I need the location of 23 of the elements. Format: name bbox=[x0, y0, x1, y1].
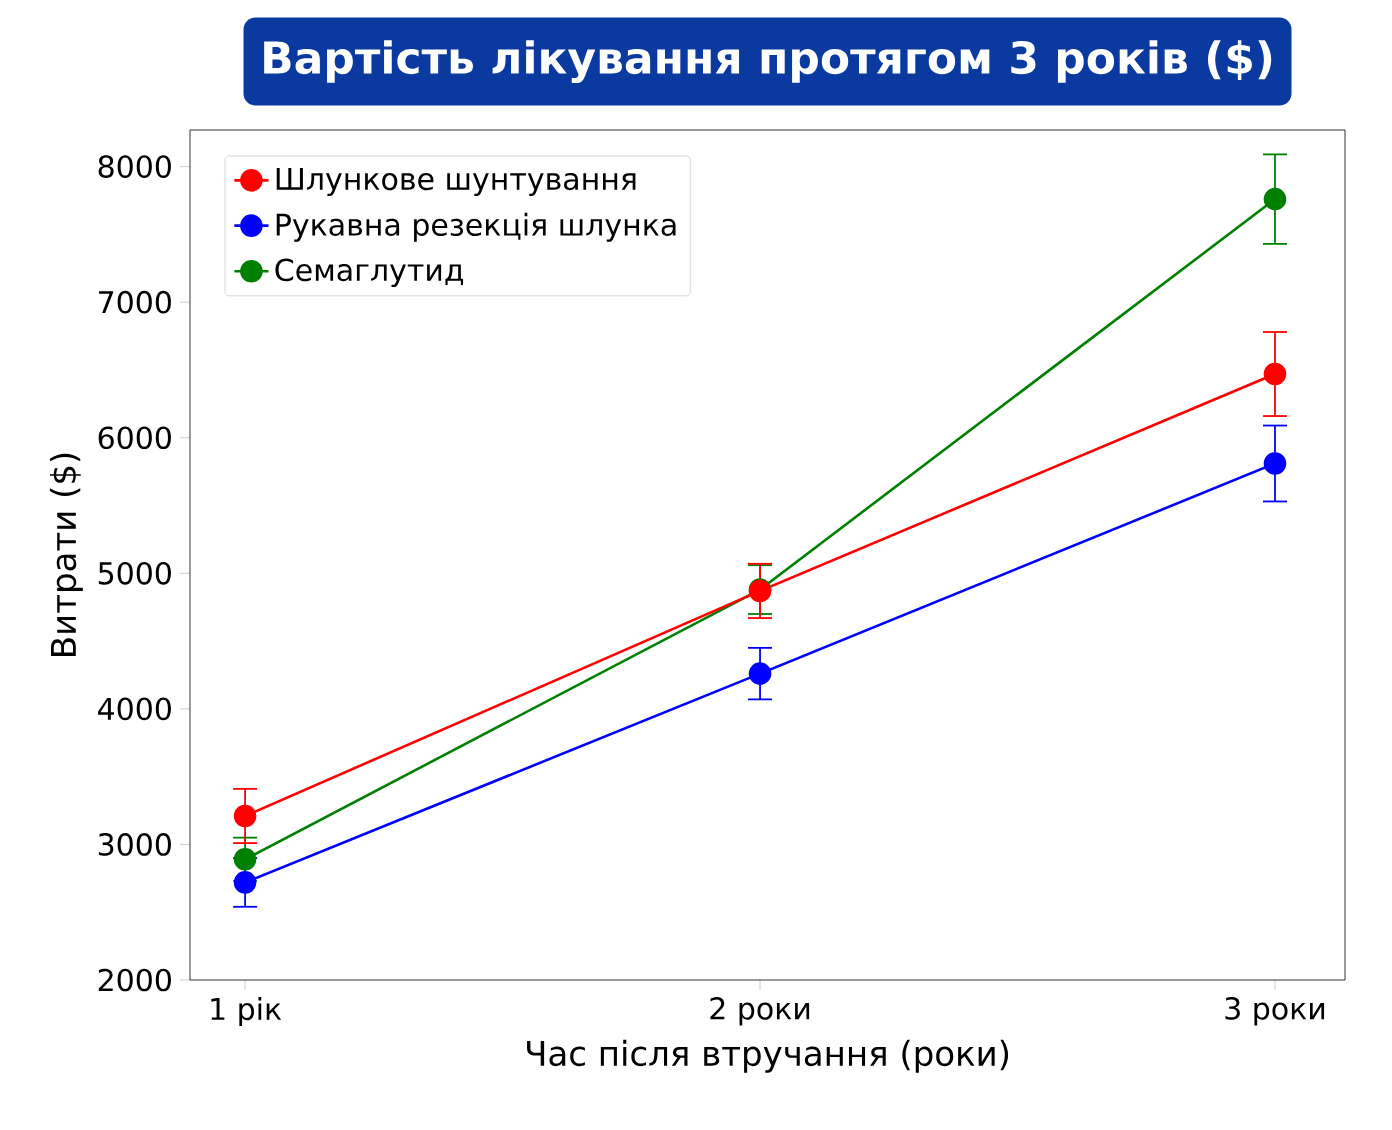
legend-label: Семаглутид bbox=[275, 258, 464, 288]
y-tick-label: 7000 bbox=[99, 290, 171, 314]
legend-label: Рукавна резекція шлунка bbox=[276, 212, 676, 242]
x-axis-title: Час після втручання (роки) bbox=[527, 1039, 1009, 1073]
y-tick-label: 3000 bbox=[98, 833, 171, 856]
legend-label: Шлункове шунтування bbox=[276, 167, 636, 197]
point bbox=[233, 804, 257, 828]
x-tick-label: 2 роки bbox=[710, 997, 810, 1026]
point bbox=[748, 662, 772, 685]
y-axis-title: Витрати ($) bbox=[49, 453, 83, 656]
point bbox=[1263, 187, 1287, 211]
point bbox=[1263, 452, 1287, 475]
point bbox=[1263, 362, 1287, 386]
chart-title: Вартість лікування протягом 3 років ($) bbox=[264, 40, 1272, 84]
y-tick-label: 6000 bbox=[98, 426, 171, 450]
x-tick-label: 1 рік bbox=[211, 997, 282, 1027]
y-tick-label: 5000 bbox=[98, 561, 171, 585]
y-tick-label: 4000 bbox=[98, 697, 171, 721]
point bbox=[233, 871, 257, 894]
y-tick-label: 2000 bbox=[98, 968, 171, 992]
point bbox=[233, 848, 257, 871]
x-tick-label: 3 роки bbox=[1225, 997, 1325, 1026]
y-tick-label: 8000 bbox=[98, 155, 171, 178]
